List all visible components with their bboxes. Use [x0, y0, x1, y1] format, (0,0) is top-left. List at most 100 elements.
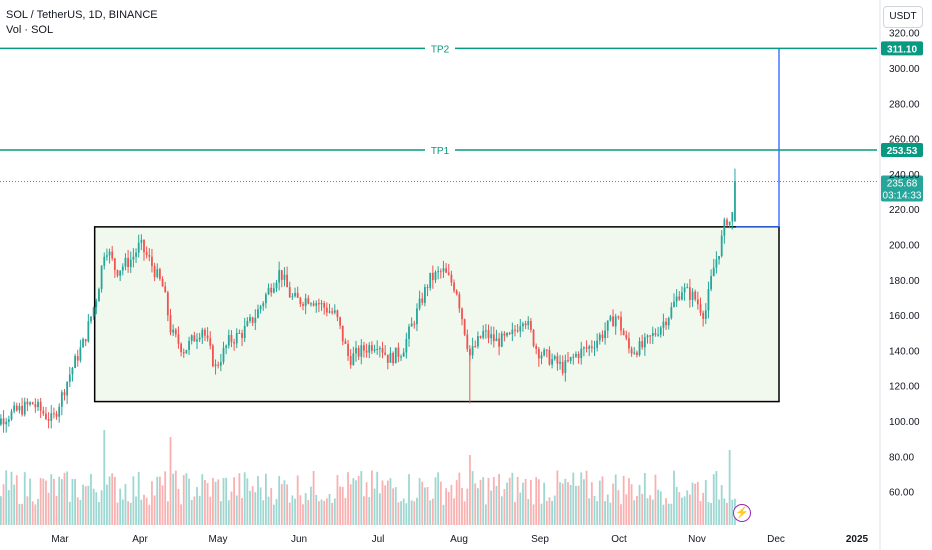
volume-bar [408, 474, 410, 525]
candle-body [13, 405, 16, 412]
candle-body [76, 356, 79, 361]
candle-body [15, 405, 18, 411]
volume-bar [352, 478, 355, 525]
volume-bar [222, 477, 225, 525]
volume-bar [675, 486, 678, 525]
volume-bar [620, 504, 622, 525]
volume-bar [278, 476, 281, 525]
volume-bar [349, 484, 352, 525]
volume-bar [190, 499, 193, 525]
volume-bar [683, 496, 686, 525]
candle-body [630, 348, 633, 354]
volume-bar [559, 482, 561, 525]
target-label-bg [425, 41, 455, 56]
candle-body [482, 330, 485, 338]
candle-body [643, 337, 646, 348]
volume-bar [137, 472, 140, 525]
flash-icon[interactable]: ⚡ [733, 504, 751, 522]
volume-indicator-label[interactable]: Vol · SOL [6, 24, 54, 36]
volume-bar [363, 496, 365, 525]
volume-bar [161, 485, 164, 525]
candle-body [294, 292, 296, 297]
volume-bar [151, 481, 153, 525]
volume-bar [272, 504, 275, 525]
volume-bar [604, 501, 606, 525]
volume-bar [636, 495, 638, 525]
volume-bar [304, 493, 307, 525]
y-tick-label: 80.00 [889, 452, 914, 463]
candle-body [177, 334, 180, 344]
volume-bar [643, 472, 646, 525]
volume-bar [262, 500, 265, 525]
volume-bar [471, 471, 474, 525]
candle-body [47, 418, 50, 421]
candle-body [408, 326, 410, 339]
candle-body [272, 288, 275, 293]
candle-body [280, 270, 283, 280]
volume-bar [495, 485, 498, 525]
candle-body [336, 310, 339, 318]
volume-bar [378, 493, 381, 525]
candle-body [410, 323, 413, 327]
candle-body [188, 340, 190, 351]
y-tick-label: 280.00 [889, 99, 920, 110]
candle-body [522, 323, 524, 327]
candle-body [678, 296, 681, 300]
candle-body [145, 252, 148, 256]
volume-bar [113, 476, 116, 525]
volume-bar [90, 473, 92, 525]
candle-body [347, 343, 349, 356]
volume-bar [723, 498, 726, 525]
candle-body [426, 287, 429, 289]
x-tick-label: Mar [51, 534, 69, 545]
volume-bar [323, 500, 326, 525]
candle-body [598, 334, 601, 341]
candle-body [344, 341, 347, 344]
volume-bar [426, 486, 429, 525]
candle-body [625, 334, 628, 339]
candle-body [397, 347, 400, 357]
volume-bar [575, 485, 577, 525]
volume-bar [522, 482, 524, 525]
candle-body [259, 306, 262, 310]
volume-bar [707, 502, 710, 525]
volume-bar [530, 479, 532, 525]
volume-bar [371, 470, 373, 525]
volume-bar [318, 501, 320, 525]
candle-body [583, 347, 585, 349]
volume-bar [214, 481, 217, 525]
candle-body [556, 356, 559, 364]
candle-body [402, 352, 405, 357]
y-tick-label: 180.00 [889, 276, 920, 287]
volume-bar [66, 471, 69, 525]
volume-bar [145, 497, 148, 525]
currency-button[interactable]: USDT [883, 6, 923, 28]
candle-body [734, 181, 736, 222]
volume-bar [699, 501, 702, 525]
candle-body [212, 345, 214, 367]
candle-body [559, 361, 561, 364]
candle-body [251, 317, 254, 323]
candle-body [699, 304, 702, 313]
volume-bar [381, 480, 384, 525]
candle-body [675, 296, 678, 302]
y-tick-label: 320.00 [889, 29, 920, 40]
volume-bar [188, 478, 190, 525]
last-price-tag [881, 175, 923, 202]
candle-body [98, 289, 100, 302]
candle-body [249, 317, 251, 322]
candle-body [217, 364, 220, 366]
volume-bar [328, 494, 331, 525]
volume-bar [622, 475, 625, 525]
volume-bar [397, 502, 400, 525]
volume-bar [121, 499, 124, 525]
candle-body [106, 255, 108, 257]
volume-bar [628, 478, 630, 525]
candle-body [23, 401, 26, 415]
volume-bar [458, 472, 461, 525]
candle-body [230, 335, 233, 343]
candle-body [506, 332, 508, 336]
candle-body [657, 334, 659, 336]
volume-bar [731, 499, 734, 525]
